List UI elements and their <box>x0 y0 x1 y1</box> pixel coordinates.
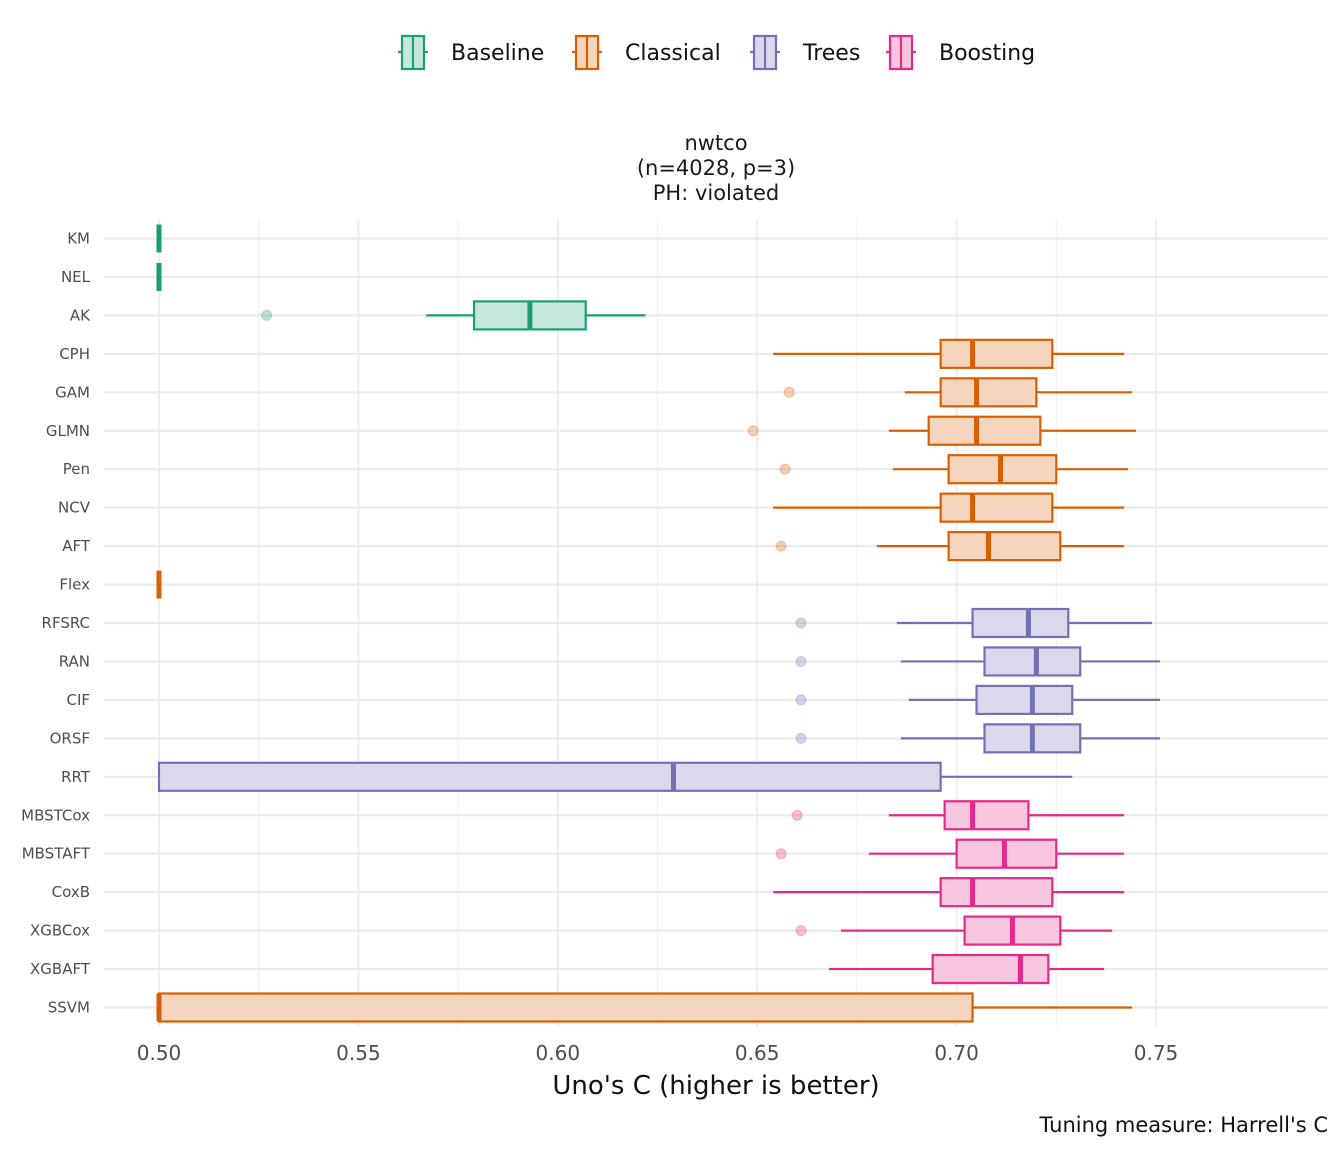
box-iqr-ssvm <box>157 992 974 1023</box>
box-iqr-rfsrc <box>971 607 1070 639</box>
legend-entry-trees: Trees <box>750 34 860 71</box>
x-axis: 0.50 0.55 0.60 0.65 0.70 0.75 <box>137 1041 1179 1065</box>
x-tick-label-0: 0.50 <box>137 1041 182 1065</box>
row-label-xgbcox: XGBCox <box>30 922 90 940</box>
outlier-gam-0 <box>783 386 795 398</box>
box-iqr-cph <box>939 338 1054 369</box>
row-label-mbstaft: MBSTAFT <box>22 845 91 863</box>
box-mbstcox <box>791 800 1125 831</box>
outlier-ran-0 <box>795 655 807 667</box>
row-label-ncv: NCV <box>58 499 91 517</box>
legend-label-boosting: Boosting <box>939 41 1035 66</box>
outlier-pen-0 <box>779 463 791 475</box>
row-label-ssvm: SSVM <box>48 999 90 1017</box>
box-marks <box>156 224 1160 1023</box>
row-label-pen: Pen <box>63 460 90 478</box>
box-ssvm <box>156 992 1133 1023</box>
outlier-glmn-0 <box>747 425 759 437</box>
row-label-gam: GAM <box>55 383 90 401</box>
outlier-cif-0 <box>795 694 807 706</box>
box-pen <box>779 454 1129 485</box>
row-label-orsf: ORSF <box>50 729 90 747</box>
row-label-nel: NEL <box>61 268 91 286</box>
box-rfsrc <box>795 607 1153 639</box>
box-mbstaft <box>775 838 1125 869</box>
outlier-aft-0 <box>775 540 787 552</box>
outlier-mbstcox-0 <box>791 809 803 821</box>
legend-entry-baseline: Baseline <box>398 34 544 71</box>
chart-title-line-3: PH: violated <box>653 181 780 205</box>
box-iqr-cif <box>975 684 1074 716</box>
outlier-ak-0 <box>261 309 273 321</box>
legend-label-classical: Classical <box>625 41 721 66</box>
row-label-cph: CPH <box>59 345 90 363</box>
x-tick-label-2: 0.60 <box>536 1041 581 1065</box>
row-label-coxb: CoxB <box>52 883 90 901</box>
x-tick-label-3: 0.65 <box>735 1041 780 1065</box>
row-label-rfsrc: RFSRC <box>42 614 90 632</box>
x-tick-label-5: 0.75 <box>1134 1041 1179 1065</box>
x-tick-label-4: 0.70 <box>934 1041 979 1065</box>
x-tick-label-1: 0.55 <box>336 1041 381 1065</box>
row-label-cif: CIF <box>66 691 90 709</box>
box-gam <box>783 377 1133 408</box>
x-axis-title: Uno's C (higher is better) <box>552 1071 879 1101</box>
box-orsf <box>795 723 1160 754</box>
box-xgbcox <box>795 915 1113 946</box>
box-coxb <box>773 877 1125 908</box>
box-cif <box>795 684 1160 716</box>
box-iqr-ncv <box>939 492 1054 523</box>
box-iqr-coxb <box>939 877 1054 908</box>
chart-title-line-2: (n=4028, p=3) <box>637 156 795 180</box>
box-glmn <box>747 415 1137 446</box>
box-rrt <box>157 761 1073 792</box>
outlier-xgbcox-0 <box>795 925 807 937</box>
box-aft <box>775 530 1125 562</box>
row-label-rrt: RRT <box>61 768 91 786</box>
box-ncv <box>773 492 1125 523</box>
legend-label-trees: Trees <box>802 41 860 66</box>
box-iqr-mbstcox <box>943 800 1030 831</box>
row-labels: KM NEL AK CPH GAM GLMN Pen NCV AFT Flex RFSRC RAN CI… <box>21 230 91 1017</box>
legend: Baseline Classical Trees Boosting <box>398 34 1035 71</box>
row-label-flex: Flex <box>59 576 90 594</box>
row-label-km: KM <box>67 230 90 248</box>
chart-caption: Tuning measure: Harrell's C <box>1039 1113 1328 1137</box>
legend-label-baseline: Baseline <box>451 41 544 66</box>
legend-entry-classical: Classical <box>572 34 721 71</box>
box-xgbaft <box>828 953 1105 985</box>
box-ran <box>795 646 1160 677</box>
row-label-mbstcox: MBSTCox <box>21 806 90 824</box>
outlier-rfsrc-0 <box>795 617 807 629</box>
outlier-mbstaft-0 <box>775 848 787 860</box>
row-label-xgbaft: XGBAFT <box>30 960 91 978</box>
outlier-orsf-0 <box>795 732 807 744</box>
box-iqr-aft <box>947 530 1062 562</box>
box-iqr-xgbaft <box>931 953 1050 985</box>
box-iqr-ran <box>983 646 1082 677</box>
row-label-aft: AFT <box>62 537 91 555</box>
box-cph <box>773 338 1125 369</box>
box-iqr-gam <box>939 377 1038 408</box>
box-ak <box>261 300 646 331</box>
chart-title-line-1: nwtco <box>684 131 747 155</box>
box-iqr-glmn <box>927 415 1042 446</box>
legend-entry-boosting: Boosting <box>886 34 1035 71</box>
row-label-ak: AK <box>70 306 91 324</box>
box-iqr-rrt <box>157 761 942 792</box>
row-label-glmn: GLMN <box>46 422 90 440</box>
row-label-ran: RAN <box>59 652 90 670</box>
chart-title: nwtco (n=4028, p=3) PH: violated <box>637 131 795 205</box>
